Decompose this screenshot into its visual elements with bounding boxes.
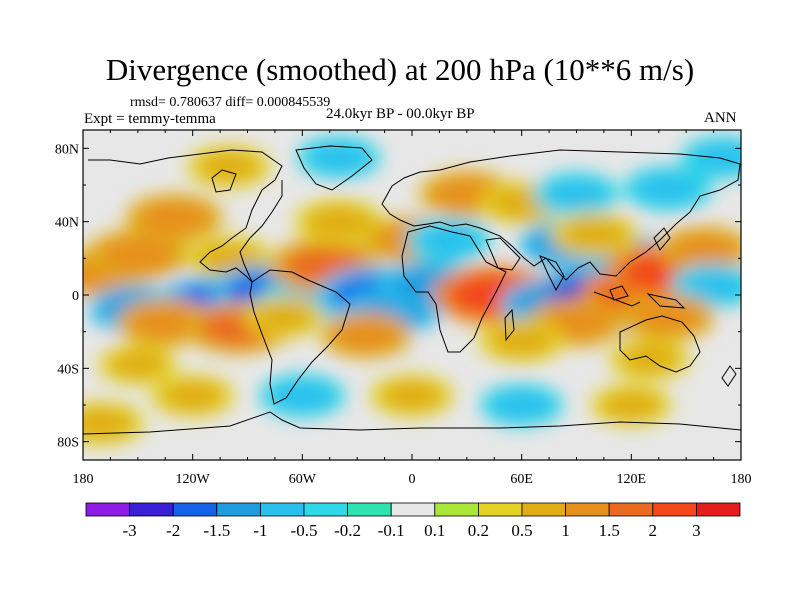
coastlines xyxy=(83,145,741,435)
anomaly-core xyxy=(270,380,335,412)
anomaly-core xyxy=(681,270,741,302)
anomaly-core xyxy=(161,381,224,411)
lat-tick-label: 80N xyxy=(55,142,79,157)
lon-tick-label: 60E xyxy=(510,472,533,487)
coast-africa xyxy=(401,225,507,353)
colorbar-swatch xyxy=(565,502,610,517)
coast-australia xyxy=(619,315,701,373)
anomaly-core xyxy=(632,300,703,334)
colorbar-swatch xyxy=(608,502,654,517)
lon-tick-label: 0 xyxy=(409,472,416,487)
anomaly-core xyxy=(99,237,176,273)
coast-europe-asia xyxy=(381,149,741,281)
coast-greenland xyxy=(295,145,373,191)
lon-tick-label: 180 xyxy=(73,472,94,487)
coast-india xyxy=(539,255,565,292)
lat-tick-label: 80S xyxy=(57,436,79,451)
colorbar-label: -1 xyxy=(253,521,267,540)
lat-tick-label: 40S xyxy=(57,362,79,377)
colorbar-label: 1 xyxy=(561,521,570,540)
anomaly-core xyxy=(138,201,211,235)
colorbar-swatch xyxy=(347,502,392,517)
anomaly-core xyxy=(561,218,628,251)
anomaly-core xyxy=(381,381,443,411)
period-label: 24.0kyr BP - 00.0kyr BP xyxy=(326,106,475,122)
anomaly-core xyxy=(332,319,401,352)
coast-antarctica xyxy=(83,411,741,435)
anomaly-core xyxy=(254,302,315,332)
plot-title: Divergence (smoothed) at 200 hPa (10**6 … xyxy=(105,52,695,87)
divergence-field xyxy=(83,130,741,460)
lat-tick-label: 0 xyxy=(72,289,79,304)
lon-tick-label: 60W xyxy=(289,472,317,487)
map-axes: 180 120W 60W 0 60E 120E 180 80N 40N 0 40S 80S xyxy=(55,130,752,487)
anomaly-core xyxy=(416,224,481,256)
anomaly-core xyxy=(691,142,741,173)
colorbar: -3 -2 -1.5 -1 -0.5 -0.2 -0.1 0.1 0.2 0.5 1 1.5 2 3 xyxy=(85,502,741,540)
anomaly-core xyxy=(198,151,261,182)
anomaly-core xyxy=(83,408,134,439)
colorbar-label: -2 xyxy=(166,521,180,540)
colorbar-label: 2 xyxy=(649,521,658,540)
colorbar-label: -0.5 xyxy=(291,521,318,540)
colorbar-label: -0.1 xyxy=(378,521,405,540)
colorbar-label: 3 xyxy=(692,521,701,540)
colorbar-swatch xyxy=(259,502,305,517)
colorbar-label: -0.2 xyxy=(334,521,361,540)
colorbar-swatch xyxy=(85,502,130,517)
colorbar-swatch xyxy=(477,502,523,517)
lat-tick-label: 40N xyxy=(55,216,79,231)
colorbar-swatch xyxy=(696,502,741,517)
season-label: ANN xyxy=(704,110,737,126)
anomaly-core xyxy=(634,173,701,205)
colorbar-swatch xyxy=(434,502,479,517)
coast-hudson-bay xyxy=(211,169,237,193)
rmsd-diff-stats: rmsd= 0.780637 diff= 0.000845539 xyxy=(130,95,331,110)
anomaly-core xyxy=(601,390,662,420)
colorbar-label: -1.5 xyxy=(203,521,230,540)
anomaly-core xyxy=(544,178,609,210)
anomaly-core xyxy=(305,206,372,238)
colorbar-label: 0.1 xyxy=(424,521,445,540)
lon-tick-label: 180 xyxy=(731,472,752,487)
anomaly-core xyxy=(307,142,370,173)
coast-new-zealand xyxy=(721,365,737,387)
lon-tick-label: 120E xyxy=(617,472,647,487)
colorbar-label: -3 xyxy=(123,521,137,540)
anomaly-blobs xyxy=(83,136,741,446)
colorbar-swatch xyxy=(129,502,174,517)
colorbar-swatch xyxy=(303,502,348,517)
colorbar-swatch xyxy=(172,502,218,517)
experiment-label: Expt = temmy-temma xyxy=(84,111,216,127)
anomaly-core xyxy=(670,233,739,266)
colorbar-label: 0.5 xyxy=(511,521,532,540)
anomaly-core xyxy=(108,350,167,379)
anomaly-core xyxy=(490,390,553,420)
coast-arabia xyxy=(485,237,521,271)
lon-tick-label: 120W xyxy=(176,472,211,487)
anomaly-core xyxy=(129,305,202,340)
colorbar-swatch xyxy=(216,502,261,517)
coast-japan xyxy=(653,227,671,251)
colorbar-label: 1.5 xyxy=(599,521,620,540)
coast-madagascar xyxy=(504,308,515,342)
colorbar-swatch xyxy=(652,502,697,517)
anomaly-core xyxy=(489,325,554,357)
coast-south-america xyxy=(249,269,351,405)
coast-north-america xyxy=(88,149,283,283)
coast-indonesia xyxy=(593,285,686,309)
colorbar-swatch xyxy=(390,502,436,517)
colorbar-swatch xyxy=(521,502,566,517)
colorbar-label: 0.2 xyxy=(468,521,489,540)
